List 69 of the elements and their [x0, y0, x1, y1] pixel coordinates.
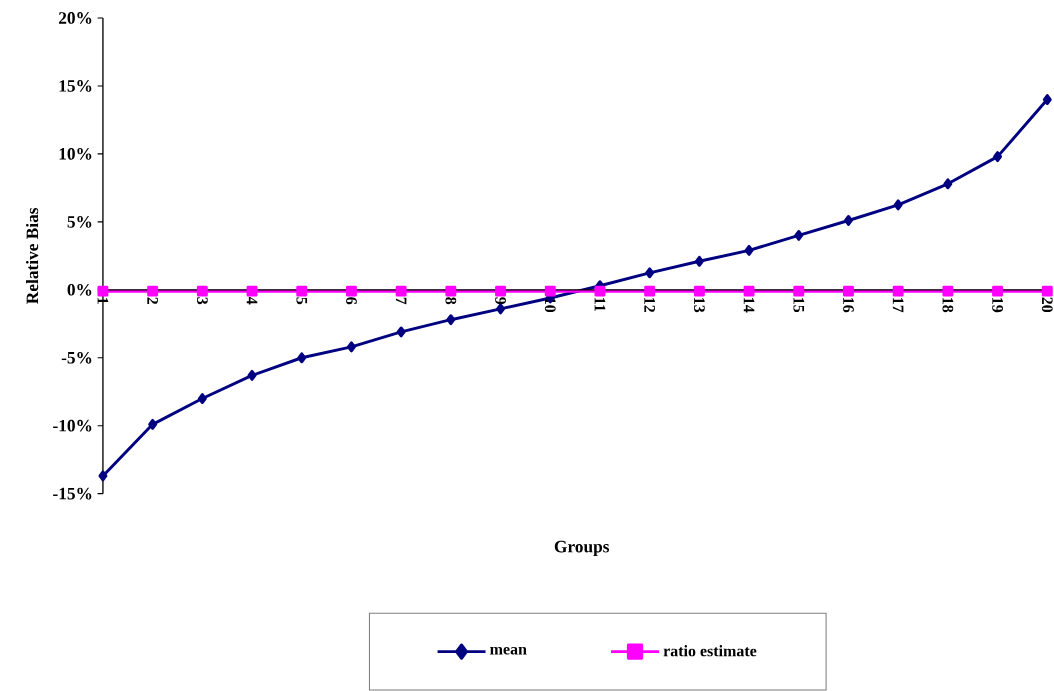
point	[594, 285, 606, 297]
point	[544, 285, 556, 297]
legend-label: mean	[490, 647, 527, 655]
point	[793, 285, 805, 297]
x-tick-label: 16	[843, 298, 854, 313]
x-tick-label: 13	[694, 298, 705, 313]
point	[297, 352, 307, 364]
point	[197, 393, 207, 405]
y-tick-label: -5%	[61, 352, 92, 364]
point	[693, 285, 705, 297]
x-tick-label: 11	[594, 298, 606, 312]
point	[246, 285, 258, 297]
y-tick-label: 0%	[67, 284, 92, 296]
x-tick-label: 17	[892, 298, 904, 313]
x-tick-label: 7	[395, 297, 407, 305]
point	[644, 285, 656, 297]
point	[495, 285, 507, 297]
point	[1042, 94, 1052, 106]
point	[892, 285, 904, 297]
x-tick-label: 19	[992, 298, 1003, 313]
y-tick-label: 10%	[59, 148, 92, 160]
x-tick-label: 9	[495, 297, 506, 305]
point	[296, 285, 308, 297]
point	[943, 178, 953, 190]
point	[395, 285, 407, 297]
x-tick-label: 2	[147, 297, 158, 305]
y-tick-label: 20%	[58, 12, 92, 25]
x-tick-label: 4	[246, 297, 258, 305]
point	[247, 370, 257, 382]
point	[147, 285, 159, 297]
y-axis-title: Relative Bias	[26, 208, 39, 305]
point	[396, 326, 406, 338]
point	[743, 285, 755, 297]
y-tick-label: -10%	[53, 419, 92, 432]
point	[993, 151, 1003, 163]
x-tick-label: 6	[346, 297, 357, 305]
point	[992, 285, 1004, 297]
point	[496, 303, 506, 315]
point	[97, 285, 109, 297]
x-tick-label: 15	[793, 298, 805, 313]
y-tick-label: 15%	[59, 80, 92, 92]
x-tick-label: 12	[644, 298, 655, 313]
point	[694, 255, 704, 267]
point	[942, 285, 954, 297]
point	[893, 199, 903, 211]
point	[645, 267, 655, 279]
x-tick-label: 8	[445, 297, 457, 305]
point	[445, 285, 457, 297]
x-tick-label: 18	[942, 298, 954, 313]
x-tick-label: 5	[296, 297, 308, 305]
point	[843, 285, 854, 297]
point	[346, 341, 356, 353]
x-tick-label: 14	[743, 298, 755, 313]
point	[1041, 285, 1053, 297]
point	[744, 245, 754, 257]
x-tick-label: 20	[1041, 297, 1053, 313]
point	[844, 215, 853, 227]
point	[196, 285, 208, 297]
y-tick-label: -15%	[53, 487, 92, 500]
legend-label: ratio estimate	[663, 645, 757, 657]
point	[794, 230, 804, 242]
point	[446, 314, 456, 326]
x-tick-label: 1	[97, 298, 109, 305]
point	[148, 419, 158, 430]
x-tick-label: 3	[196, 297, 208, 305]
x-axis-title: Groups	[554, 540, 610, 557]
point	[345, 285, 357, 297]
y-tick-label: 5%	[67, 216, 92, 228]
point	[98, 470, 108, 482]
